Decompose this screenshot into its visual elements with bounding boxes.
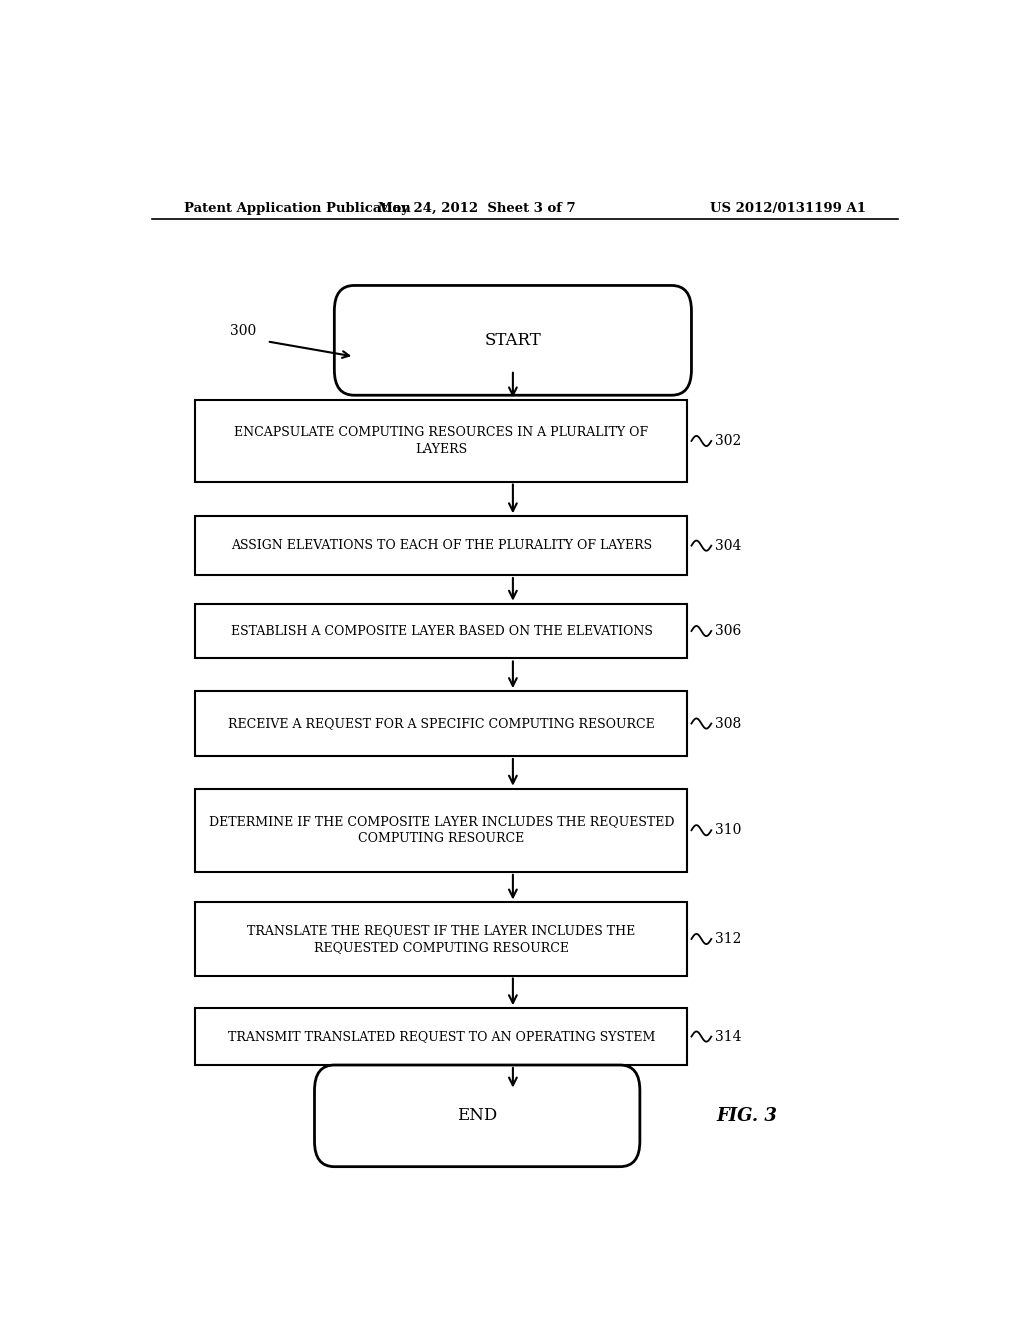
Bar xyxy=(196,788,687,873)
Text: RECEIVE A REQUEST FOR A SPECIFIC COMPUTING RESOURCE: RECEIVE A REQUEST FOR A SPECIFIC COMPUTI… xyxy=(228,717,654,730)
Text: ENCAPSULATE COMPUTING RESOURCES IN A PLURALITY OF
LAYERS: ENCAPSULATE COMPUTING RESOURCES IN A PLU… xyxy=(234,426,648,455)
Text: 300: 300 xyxy=(230,325,256,338)
Text: Patent Application Publication: Patent Application Publication xyxy=(183,202,411,215)
Text: ESTABLISH A COMPOSITE LAYER BASED ON THE ELEVATIONS: ESTABLISH A COMPOSITE LAYER BASED ON THE… xyxy=(230,624,652,638)
Bar xyxy=(196,1008,687,1065)
Text: 310: 310 xyxy=(715,824,741,837)
Text: 306: 306 xyxy=(715,624,741,638)
Text: 314: 314 xyxy=(715,1030,741,1044)
Text: May 24, 2012  Sheet 3 of 7: May 24, 2012 Sheet 3 of 7 xyxy=(379,202,575,215)
Text: FIG. 3: FIG. 3 xyxy=(717,1107,777,1125)
Text: ASSIGN ELEVATIONS TO EACH OF THE PLURALITY OF LAYERS: ASSIGN ELEVATIONS TO EACH OF THE PLURALI… xyxy=(230,539,652,552)
Text: 312: 312 xyxy=(715,932,741,946)
FancyBboxPatch shape xyxy=(334,285,691,395)
Text: 304: 304 xyxy=(715,539,741,553)
Bar xyxy=(196,516,687,576)
Text: END: END xyxy=(457,1107,498,1125)
Text: DETERMINE IF THE COMPOSITE LAYER INCLUDES THE REQUESTED
COMPUTING RESOURCE: DETERMINE IF THE COMPOSITE LAYER INCLUDE… xyxy=(209,816,674,845)
Text: START: START xyxy=(484,331,542,348)
Bar xyxy=(196,903,687,975)
Bar xyxy=(196,603,687,659)
Bar xyxy=(196,400,687,482)
Text: 308: 308 xyxy=(715,717,741,730)
FancyBboxPatch shape xyxy=(314,1065,640,1167)
Text: TRANSLATE THE REQUEST IF THE LAYER INCLUDES THE
REQUESTED COMPUTING RESOURCE: TRANSLATE THE REQUEST IF THE LAYER INCLU… xyxy=(248,924,636,954)
Text: 302: 302 xyxy=(715,434,741,447)
Bar xyxy=(196,690,687,756)
Text: US 2012/0131199 A1: US 2012/0131199 A1 xyxy=(710,202,866,215)
Text: TRANSMIT TRANSLATED REQUEST TO AN OPERATING SYSTEM: TRANSMIT TRANSLATED REQUEST TO AN OPERAT… xyxy=(227,1030,655,1043)
